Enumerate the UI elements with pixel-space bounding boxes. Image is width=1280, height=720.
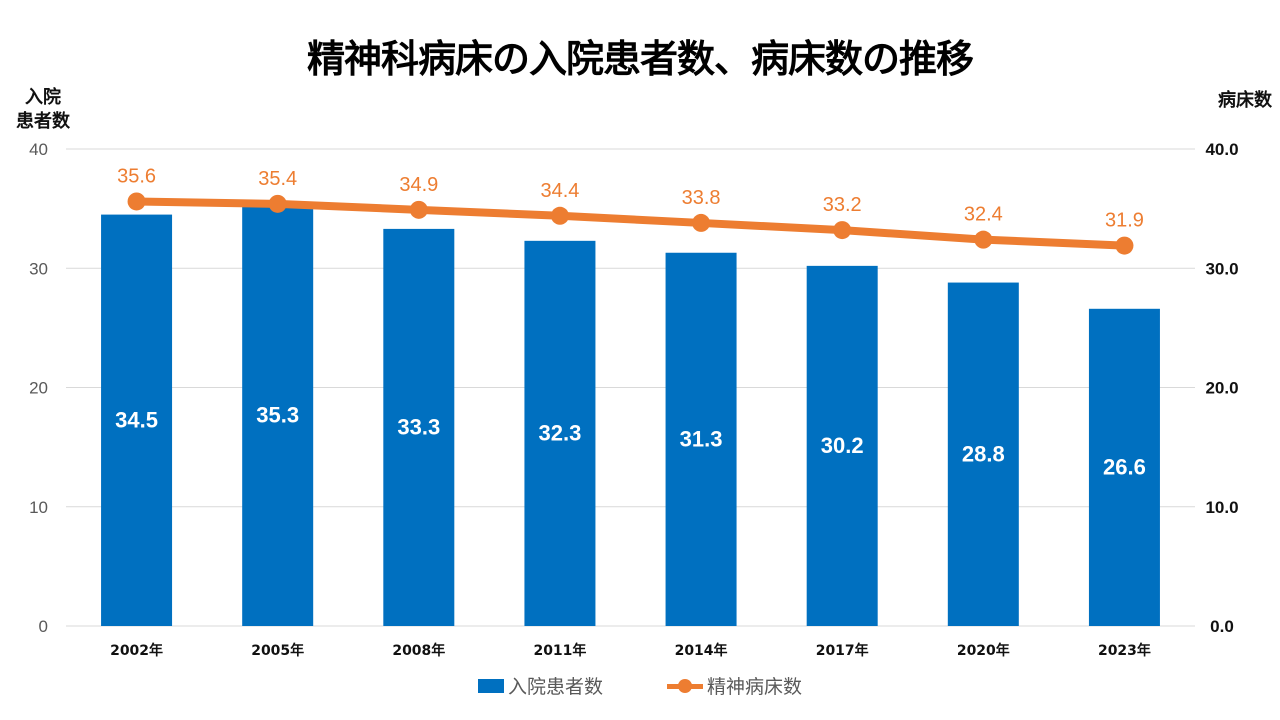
bar [101,214,173,626]
bar-data-label: 30.2 [821,433,864,458]
legend-label-line: 精神病床数 [707,676,803,698]
bar-data-label: 28.8 [962,441,1005,466]
line-point [409,200,428,219]
legend-swatch-line [667,678,703,693]
line-point [1115,236,1134,255]
right-axis-tick: 40.0 [1205,140,1238,159]
bar [1088,308,1160,626]
right-axis-title: 病床数 [1218,90,1272,111]
x-axis-tick: 2005年 [251,642,304,659]
left-axis-title-line2: 患者数 [16,111,70,132]
right-axis-tick: 10.0 [1205,498,1238,517]
left-axis-tick: 0 [39,617,48,636]
legend: 入院患者数 精神病床数 [0,672,1280,699]
bar [806,265,878,626]
chart-title: 精神科病床の入院患者数、病床数の推移 [306,37,974,81]
line-point [833,221,852,240]
x-axis-tick: 2011年 [533,642,586,659]
line-data-label: 32.4 [964,204,1003,226]
right-axis-tick: 30.0 [1205,259,1238,278]
line-series [136,197,1125,250]
left-axis-tick: 30 [29,259,48,278]
x-axis-tick: 2020年 [957,642,1010,659]
x-axis-tick: 2017年 [816,642,869,659]
line-point [550,206,569,225]
right-axis-tick: 0.0 [1210,617,1234,636]
bar [524,240,596,626]
line-point [692,213,711,232]
x-axis-tick: 2002年 [110,642,163,659]
left-axis-title: 入院 患者数 [8,86,78,134]
x-axis-tick: 2023年 [1098,642,1151,659]
line-point [974,230,993,249]
bar-data-label: 35.3 [256,403,299,428]
line-data-label: 35.4 [258,168,297,190]
line-point [268,194,287,213]
line-point [127,192,146,211]
bar [665,252,737,626]
line-data-label: 34.9 [399,174,438,196]
bar-data-label: 33.3 [397,414,440,439]
line-data-label: 31.9 [1105,210,1144,232]
bar-data-label: 31.3 [680,426,723,451]
line-data-label: 33.8 [682,187,721,209]
bar-data-label: 26.6 [1103,454,1146,479]
x-axis-tick: 2008年 [392,642,445,659]
bar [242,205,314,627]
line-data-label: 33.2 [823,194,862,216]
legend-item-bar[interactable]: 入院患者数 [477,672,603,699]
legend-item-line[interactable]: 精神病床数 [667,672,802,699]
bar [383,228,455,626]
bar-data-label: 34.5 [115,407,158,432]
line-data-label: 35.6 [117,165,156,187]
left-axis-tick: 40 [29,140,48,159]
left-axis-title-line1: 入院 [25,87,61,108]
x-axis-tick: 2014年 [675,642,728,659]
right-axis-tick: 20.0 [1205,379,1238,398]
legend-swatch-bar [477,678,504,693]
bar [947,282,1019,626]
legend-label-bar: 入院患者数 [507,676,603,698]
line-data-label: 34.4 [540,180,579,202]
left-axis-tick: 20 [29,379,48,398]
left-axis-tick: 10 [29,498,48,517]
bar-data-label: 32.3 [539,420,582,445]
